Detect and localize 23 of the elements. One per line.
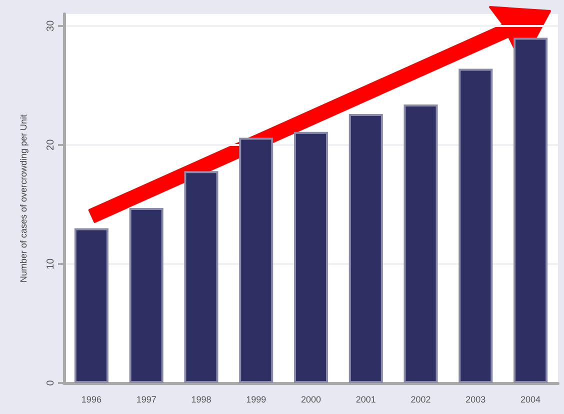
x-tick-label: 2002 [410, 394, 431, 404]
x-tick-label: 2001 [356, 394, 376, 404]
bar [129, 208, 164, 383]
y-tick-label: 20 [46, 138, 56, 150]
y-tick-label: 10 [46, 258, 56, 270]
bar [458, 68, 493, 383]
x-tick-label: 2004 [520, 394, 541, 404]
y-tick-label: 0 [46, 380, 56, 386]
bar [74, 228, 108, 383]
x-tick-label: 1999 [246, 394, 266, 404]
y-axis-title: Number of cases of overcrowding per Unit [18, 114, 28, 283]
x-tick-label: 1996 [81, 394, 102, 404]
bar [184, 171, 218, 383]
x-tick-label: 1998 [191, 394, 212, 404]
bar [239, 138, 274, 383]
x-tick-label: 1997 [136, 394, 156, 404]
bar [514, 38, 548, 383]
bar [348, 114, 383, 383]
y-tick-label: 30 [46, 20, 56, 32]
x-tick-label: 2003 [466, 394, 486, 404]
bar [404, 104, 438, 383]
bar [294, 132, 328, 383]
x-tick-label: 2000 [300, 394, 322, 404]
